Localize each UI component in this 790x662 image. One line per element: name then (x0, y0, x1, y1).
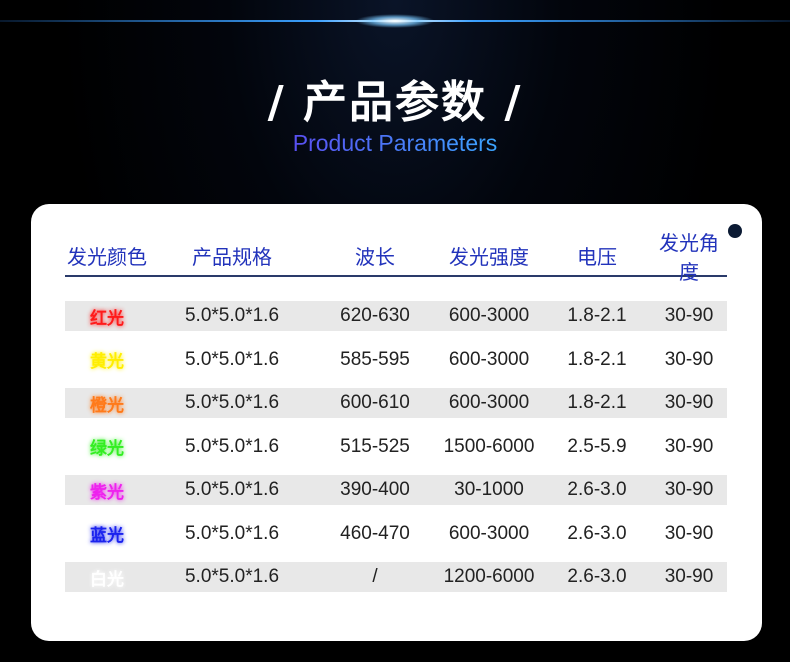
table-cell: 1200-6000 (443, 566, 535, 587)
table-cell: 2.6-3.0 (567, 522, 627, 544)
table-cell: 2.5-5.9 (567, 435, 627, 457)
table-cell: 5.0*5.0*1.6 (184, 435, 280, 457)
table-cell: 460-470 (340, 522, 410, 544)
table-cell: 585-595 (340, 348, 410, 370)
table-cell: 5.0*5.0*1.6 (184, 479, 280, 500)
table-cell: 1500-6000 (443, 435, 535, 457)
table-row: 紫光 5.0*5.0*1.6 390-400 30-1000 2.6-3.0 30-90 (65, 475, 727, 505)
table-cell: 30-90 (664, 566, 714, 587)
table-cell: 30-1000 (454, 479, 524, 500)
table-cell: 600-3000 (448, 522, 530, 544)
table-cell: 2.6-3.0 (567, 479, 627, 500)
color-label: 红光 (90, 308, 124, 329)
dot-decoration (728, 224, 742, 238)
color-label: 黄光 (90, 352, 124, 372)
table-row: 蓝光 5.0*5.0*1.6 460-470 600-3000 2.6-3.0 30-90 (65, 519, 727, 549)
table-cell: 2.6-3.0 (567, 566, 627, 587)
color-label: 绿光 (90, 439, 124, 459)
page-title: / 产品参数 / (267, 77, 523, 128)
table-cell: 600-610 (340, 392, 410, 413)
column-header: 发光颜色 (67, 245, 147, 269)
color-label: 紫光 (90, 482, 124, 503)
table-cell: 600-3000 (448, 392, 530, 413)
table-cell: 5.0*5.0*1.6 (184, 348, 280, 370)
column-header: 产品规格 (192, 245, 272, 269)
table-body: 红光 5.0*5.0*1.6 620-630 600-3000 1.8-2.1 30-90… (65, 301, 727, 606)
table-cell: 30-90 (664, 522, 714, 544)
table-cell: 30-90 (664, 479, 714, 500)
column-header: 电压 (577, 245, 617, 269)
page-subtitle: Product Parameters (285, 130, 505, 157)
color-label: 白光 (90, 569, 124, 590)
table-cell: 30-90 (664, 348, 714, 370)
table-cell: 30-90 (664, 392, 714, 413)
table-cell: 515-525 (340, 435, 410, 457)
table-cell: 5.0*5.0*1.6 (184, 522, 280, 544)
table-row: 红光 5.0*5.0*1.6 620-630 600-3000 1.8-2.1 30-90 (65, 301, 727, 331)
parameters-card: 发光颜色 产品规格 波长 发光强度 电压 发光角度 红光 5.0*5.0*1.6 6… (31, 204, 762, 641)
column-header: 发光角度 (659, 230, 719, 284)
table-cell: 5.0*5.0*1.6 (184, 392, 280, 413)
table-cell: 30-90 (664, 305, 714, 326)
table-row: 白光 5.0*5.0*1.6 / 1200-6000 2.6-3.0 30-90 (65, 562, 727, 592)
table-cell: 1.8-2.1 (567, 392, 627, 413)
table-cell: 5.0*5.0*1.6 (184, 305, 280, 326)
table-row: 黄光 5.0*5.0*1.6 585-595 600-3000 1.8-2.1 30-90 (65, 345, 727, 375)
table-cell: / (372, 566, 378, 587)
table-cell: 1.8-2.1 (567, 305, 627, 326)
color-label: 蓝光 (90, 526, 124, 546)
light-glow (355, 14, 435, 28)
table-cell: 390-400 (340, 479, 410, 500)
table-header: 发光颜色 产品规格 波长 发光强度 电压 发光角度 (65, 230, 727, 284)
table-cell: 620-630 (340, 305, 410, 326)
table-row: 橙光 5.0*5.0*1.6 600-610 600-3000 1.8-2.1 30-90 (65, 388, 727, 418)
table-cell: 30-90 (664, 435, 714, 457)
table-cell: 1.8-2.1 (567, 348, 627, 370)
table-cell: 600-3000 (448, 348, 530, 370)
column-header: 发光强度 (449, 245, 529, 269)
column-header: 波长 (355, 245, 395, 269)
table-cell: 5.0*5.0*1.6 (184, 566, 280, 587)
color-label: 橙光 (90, 395, 124, 416)
table-cell: 600-3000 (448, 305, 530, 326)
table-row: 绿光 5.0*5.0*1.6 515-525 1500-6000 2.5-5.9 30-9… (65, 432, 727, 462)
